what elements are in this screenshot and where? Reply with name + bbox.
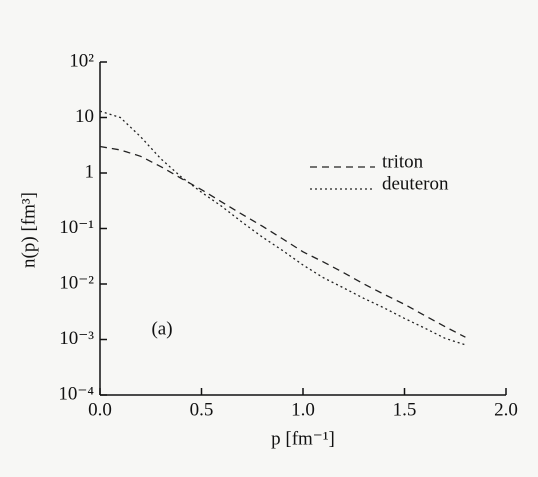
y-axis-label: n(p) [fm³] bbox=[18, 192, 39, 268]
y-tick-label: 10² bbox=[69, 50, 94, 71]
series-line bbox=[99, 110, 466, 346]
series-line bbox=[99, 145, 466, 338]
y-tick-label: 10⁻³ bbox=[59, 328, 94, 349]
legend-label: triton bbox=[382, 151, 424, 172]
x-tick-label: 0.5 bbox=[190, 399, 214, 420]
x-tick-label: 1.5 bbox=[393, 399, 417, 420]
x-tick-label: 1.0 bbox=[291, 399, 315, 420]
x-tick-label: 2.0 bbox=[494, 399, 518, 420]
legend-label: deuteron bbox=[382, 173, 449, 194]
annotation: (a) bbox=[151, 318, 172, 339]
y-tick-label: 1 bbox=[85, 161, 95, 182]
y-tick-label: 10⁻² bbox=[59, 272, 94, 293]
x-tick-label: 0.0 bbox=[88, 399, 112, 420]
y-tick-label: 10⁻⁴ bbox=[58, 383, 94, 404]
y-tick-label: 10⁻¹ bbox=[59, 217, 94, 238]
y-tick-label: 10 bbox=[75, 106, 94, 127]
x-axis-label: p [fm⁻¹] bbox=[271, 428, 335, 449]
